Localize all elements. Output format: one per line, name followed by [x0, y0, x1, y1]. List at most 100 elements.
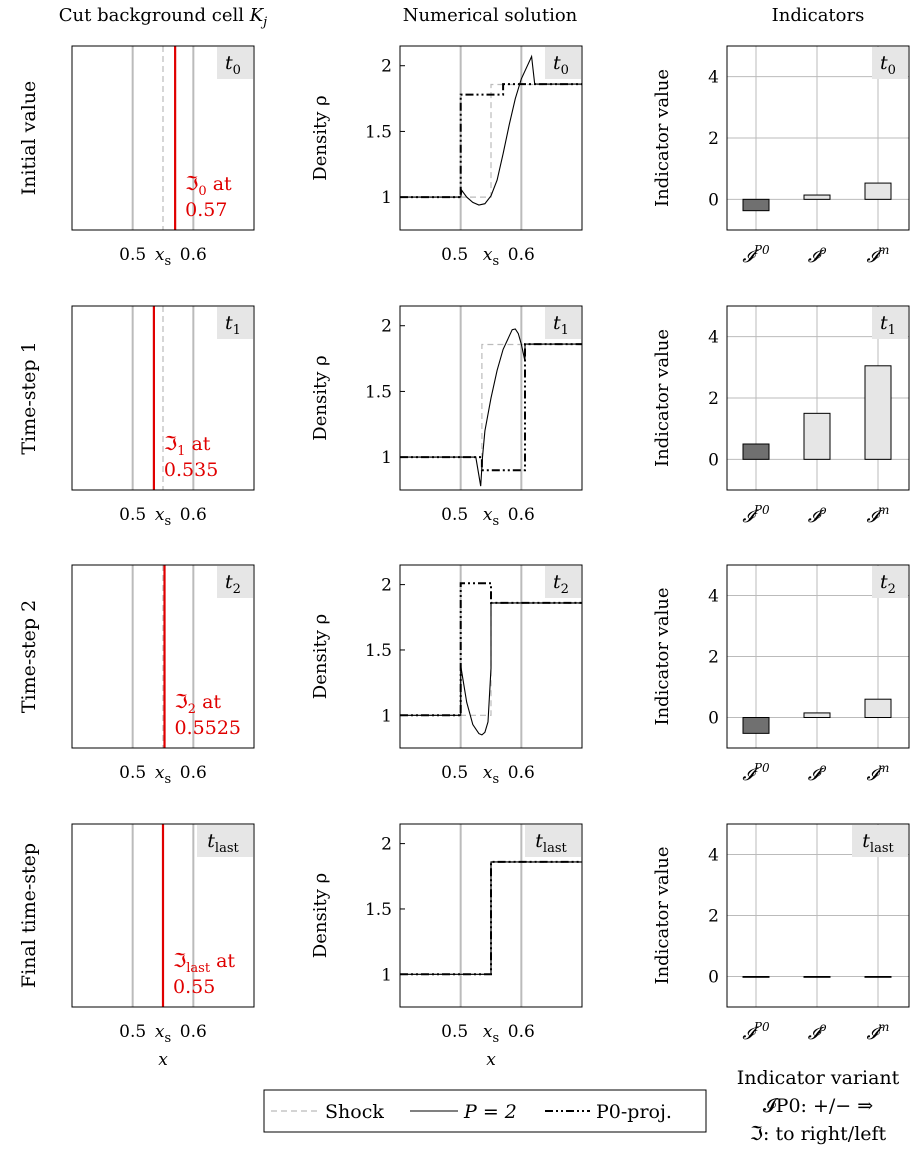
interface-value: 0.55	[173, 976, 215, 998]
y-tick-label: 0	[708, 968, 719, 988]
p2-series	[400, 54, 582, 206]
axes-frame	[399, 823, 583, 1008]
bar-2	[864, 365, 892, 460]
y-tick-label: 2	[708, 389, 719, 409]
time-tag: t2	[225, 571, 241, 597]
indicator-note-line2: 𝓘P0: +/− ⇒	[763, 1095, 873, 1117]
y-tick-label: 4	[708, 68, 719, 88]
category-label: 𝓘ρ	[808, 1020, 827, 1044]
bar-0	[742, 717, 770, 734]
time-tag-bg	[545, 566, 581, 598]
x-axis-label: x	[158, 1050, 168, 1070]
time-tag: t0	[225, 52, 241, 78]
x-tick-label: 0.5	[119, 1022, 146, 1042]
y-tick-label: 2	[708, 648, 719, 668]
bar-2	[864, 976, 892, 978]
y-tick-label: 1.5	[365, 382, 392, 402]
time-tag-bg	[197, 825, 253, 857]
x-tick-label: 0.5	[441, 505, 468, 525]
time-tag-bg	[852, 825, 908, 857]
y-axis-label: Indicator value	[652, 587, 673, 725]
cut-cell-panel-1: t1 ℑ1 at0.535 0.5 0.6 xs Time-step 1	[18, 305, 255, 529]
bar-2	[864, 698, 892, 719]
legend-box	[263, 1089, 707, 1133]
axes-frame	[726, 45, 910, 231]
y-tick-label: 1.5	[365, 900, 392, 920]
xs-tick-label: xs	[155, 505, 171, 529]
indicator-panel-2: t2 0 2 4 𝓘P0 𝓘ρ 𝓘m Indicator value	[652, 564, 910, 785]
time-tag-bg	[525, 825, 581, 857]
bar-0	[742, 443, 770, 460]
bottom-area: Shock P = 2 P0-proj. Indicator variant 𝓘P0: …	[263, 1067, 900, 1145]
category-label: 𝓘P0	[742, 243, 770, 267]
x-tick-label: 0.6	[508, 245, 535, 265]
col-title-numerical-solution: Numerical solution	[403, 5, 578, 26]
p0-series	[400, 860, 582, 976]
shock-series	[400, 83, 582, 198]
interface-annotation: ℑ2 at	[175, 691, 222, 717]
x-tick-label: 0.6	[508, 505, 535, 525]
p2-series	[400, 328, 582, 487]
y-tick-label: 2	[708, 129, 719, 149]
x-tick-label: 0.5	[119, 505, 146, 525]
x-tick-label: 0.5	[119, 763, 146, 783]
interface-value: 0.57	[185, 199, 227, 221]
indicator-panel-0: t0 0 2 4 𝓘P0 𝓘ρ 𝓘m Indicator value	[652, 45, 910, 267]
y-axis-label: Density ρ	[310, 873, 331, 958]
y-tick-label: 4	[708, 587, 719, 607]
x-tick-label: 0.6	[180, 505, 207, 525]
solution-panel-3: tlast 1 1.5 2 0.5 0.6 xs Density ρ x	[310, 823, 583, 1070]
x-tick-label: 0.5	[441, 1022, 468, 1042]
col-title-cut-cell: Cut background cell Kj	[59, 5, 267, 30]
y-tick-label: 1	[381, 706, 392, 726]
row-label: Final time-step	[18, 843, 40, 988]
time-tag: tlast	[862, 830, 894, 856]
category-label: 𝓘m	[867, 503, 890, 527]
column-titles: Cut background cell Kj Numerical solution…	[59, 5, 865, 30]
x-tick-label: 0.6	[180, 763, 207, 783]
interface-annotation: ℑlast at	[173, 950, 235, 976]
category-label: 𝓘m	[867, 761, 890, 785]
p0-series	[400, 343, 582, 472]
category-label: 𝓘ρ	[808, 503, 827, 527]
bar-1	[803, 712, 831, 718]
legend-shock: Shock	[325, 1101, 384, 1123]
time-tag: t0	[553, 52, 569, 78]
xs-tick-label: xs	[483, 1022, 499, 1046]
bar-1	[803, 976, 831, 978]
solution-panel-0: t0 1 1.5 2 0.5 0.6 xs Density ρ	[310, 45, 583, 269]
axes-frame	[726, 564, 910, 749]
category-label: 𝓘m	[867, 243, 890, 267]
category-label: 𝓘ρ	[808, 243, 827, 267]
col-title-indicators: Indicators	[772, 5, 865, 26]
time-tag: t1	[553, 312, 569, 338]
legend-p2: P = 2	[463, 1101, 517, 1123]
category-label: 𝓘P0	[742, 761, 770, 785]
y-tick-label: 2	[708, 907, 719, 927]
indicator-panel-1: t1 0 2 4 𝓘P0 𝓘ρ 𝓘m Indicator value	[652, 305, 910, 527]
time-tag: tlast	[535, 830, 567, 856]
p0-series	[400, 582, 582, 717]
axes-frame	[399, 45, 583, 231]
time-tag-bg	[545, 47, 581, 79]
x-tick-label: 0.5	[441, 245, 468, 265]
y-tick-label: 4	[708, 846, 719, 866]
bar-2	[864, 182, 892, 200]
y-tick-label: 2	[381, 57, 392, 77]
cut-cell-panel-0: t0 ℑ0 at0.57 0.5 0.6 xs Initial value	[18, 45, 255, 269]
p2-series	[400, 602, 582, 736]
legend: Shock P = 2 P0-proj.	[263, 1089, 707, 1133]
legend-p0: P0-proj.	[596, 1101, 672, 1123]
time-tag-bg	[217, 566, 253, 598]
y-tick-label: 0	[708, 450, 719, 470]
axes-frame	[399, 564, 583, 749]
panel-grid: t0 ℑ0 at0.57 0.5 0.6 xs Initial value t0 1 1.5 2 0…	[18, 45, 910, 1070]
cut-cell-panel-2: t2 ℑ2 at0.5525 0.5 0.6 xs Time-step 2	[18, 564, 255, 787]
category-label: 𝓘ρ	[808, 761, 827, 785]
cut-cell-panel-3: tlast ℑlast at0.55 0.5 0.6 xs Final time-step…	[18, 823, 255, 1070]
y-tick-label: 1.5	[365, 122, 392, 142]
bar-1	[803, 412, 831, 460]
interface-value: 0.535	[164, 459, 218, 481]
y-axis-label: Indicator value	[652, 846, 673, 984]
